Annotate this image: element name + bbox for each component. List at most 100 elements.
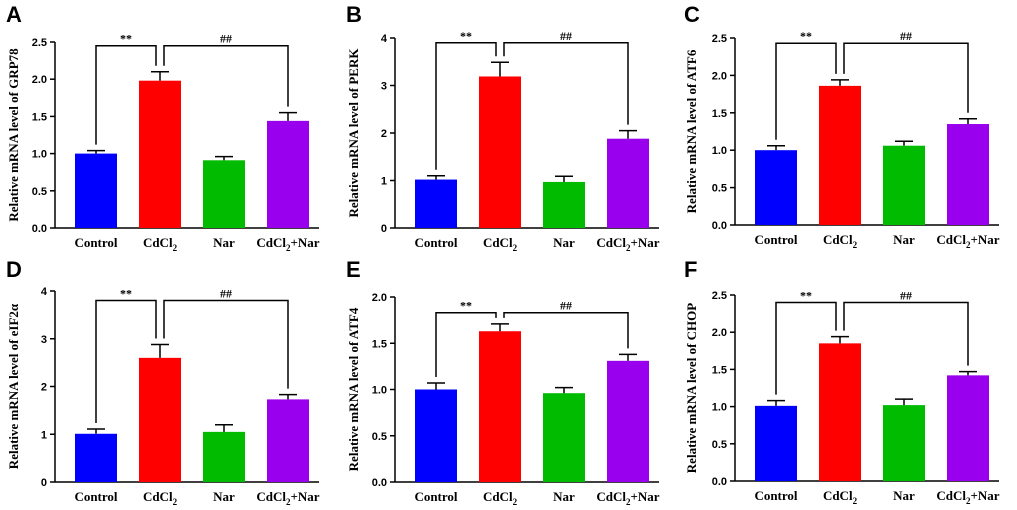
x-tick-label: Control bbox=[414, 235, 457, 250]
x-tick-label-part: CdCl bbox=[823, 488, 853, 503]
panel-b: B Relative mRNA level of PERK 0 1 2 3 4 Control… bbox=[340, 0, 678, 255]
x-tick-label: Control bbox=[414, 489, 457, 504]
x-tick-label-sub: 2 bbox=[513, 243, 518, 253]
x-tick-label: Nar bbox=[553, 235, 575, 250]
x-tick-label-sub: 2 bbox=[853, 496, 858, 506]
y-axis-label: Relative mRNA level of PERK bbox=[346, 48, 361, 218]
y-tick-label: 1.5 bbox=[712, 108, 727, 120]
y-tick-label: 0.0 bbox=[32, 223, 47, 235]
y-axis-label: Relative mRNA level of GRP78 bbox=[6, 48, 21, 222]
y-tick-label: 3 bbox=[41, 334, 47, 346]
x-tick-label: Nar bbox=[553, 489, 575, 504]
panel-letter: C bbox=[684, 2, 700, 27]
significance-label: ## bbox=[560, 299, 572, 313]
x-tick-label-sub: 2 bbox=[173, 497, 178, 507]
significance-bracket bbox=[95, 44, 157, 145]
bar-cdcl2 bbox=[819, 85, 861, 225]
x-tick-label: CdCl2+Nar bbox=[596, 235, 659, 253]
y-tick-label: 1.0 bbox=[712, 402, 727, 414]
bar-cdcl2 bbox=[479, 76, 521, 228]
significance-label: ## bbox=[900, 288, 912, 302]
y-tick-label: 0.0 bbox=[712, 476, 727, 488]
y-tick-label: 2.5 bbox=[712, 290, 727, 302]
significance-bracket bbox=[775, 301, 837, 395]
y-tick-label: 0.5 bbox=[712, 183, 727, 195]
bar-cdcl2-nar bbox=[267, 399, 309, 482]
bar-cdcl2 bbox=[139, 357, 181, 482]
bar-control bbox=[415, 389, 457, 482]
panel-letter: F bbox=[684, 257, 697, 282]
x-tick-label-part: +Nar bbox=[291, 489, 320, 504]
bar-control bbox=[75, 153, 117, 228]
x-tick-label-part: CdCl bbox=[936, 488, 966, 503]
x-tick-label: Nar bbox=[893, 488, 915, 503]
x-tick-label-sub: 2 bbox=[513, 497, 518, 507]
bar-control bbox=[75, 433, 117, 482]
bar-cdcl2-nar bbox=[607, 360, 649, 482]
y-tick-label: 1.0 bbox=[32, 149, 47, 161]
y-tick-label: 0 bbox=[381, 223, 387, 235]
x-tick-label: Control bbox=[754, 488, 797, 503]
panel-c: C Relative mRNA level of ATF6 0.0 0.5 1.0 1.5… bbox=[678, 0, 1016, 255]
y-tick-label: 0.5 bbox=[32, 186, 47, 198]
x-tick-label: CdCl2+Nar bbox=[936, 488, 999, 506]
chart-svg: E Relative mRNA level of ATF4 0.0 0.5 1.0 1.5… bbox=[346, 257, 660, 507]
x-tick-label: Nar bbox=[213, 489, 235, 504]
x-tick-label-sub: 2 bbox=[966, 240, 971, 250]
x-tick-label: Control bbox=[74, 489, 117, 504]
y-tick-label: 4 bbox=[381, 33, 388, 45]
bar-control bbox=[415, 179, 457, 228]
x-tick-label: Nar bbox=[893, 232, 915, 247]
y-tick-label: 2.0 bbox=[712, 70, 727, 82]
significance-bracket bbox=[503, 311, 629, 349]
bar-nar bbox=[543, 181, 585, 228]
y-tick-label: 1.0 bbox=[372, 385, 387, 397]
x-tick-label: CdCl2+Nar bbox=[596, 489, 659, 507]
x-tick-label-part: +Nar bbox=[631, 235, 660, 250]
x-tick-label: CdCl2 bbox=[483, 489, 518, 507]
y-tick-label: 2.5 bbox=[712, 33, 727, 45]
y-tick-label: 1.5 bbox=[712, 364, 727, 376]
y-axis-label: Relative mRNA level of CHOP bbox=[684, 303, 699, 473]
significance-label: ** bbox=[800, 288, 812, 302]
significance-bracket bbox=[775, 42, 837, 140]
x-tick-label: Nar bbox=[213, 235, 235, 250]
significance-bracket bbox=[503, 42, 629, 125]
x-tick-label-sub: 2 bbox=[626, 497, 631, 507]
panel-letter: D bbox=[6, 257, 22, 282]
x-tick-label-sub: 2 bbox=[966, 496, 971, 506]
significance-bracket bbox=[843, 301, 969, 366]
bar-cdcl2-nar bbox=[947, 375, 989, 481]
bar-cdcl2-nar bbox=[607, 138, 649, 228]
bar-cdcl2-nar bbox=[267, 120, 309, 228]
y-tick-label: 2.0 bbox=[372, 292, 387, 304]
x-tick-label-part: CdCl bbox=[596, 235, 626, 250]
panel-letter: B bbox=[346, 2, 362, 27]
x-tick-label: CdCl2 bbox=[823, 232, 858, 250]
x-tick-label: Control bbox=[74, 235, 117, 250]
panel-e: E Relative mRNA level of ATF4 0.0 0.5 1.0 1.5… bbox=[340, 255, 678, 510]
y-tick-label: 1.5 bbox=[32, 111, 47, 123]
bar-control bbox=[755, 405, 797, 481]
y-tick-label: 2.0 bbox=[712, 327, 727, 339]
panel-letter: A bbox=[6, 2, 22, 27]
x-tick-label: CdCl2 bbox=[143, 489, 178, 507]
x-tick-label-part: CdCl bbox=[256, 235, 286, 250]
y-tick-label: 1.5 bbox=[372, 338, 387, 350]
y-tick-label: 3 bbox=[381, 81, 387, 93]
bar-nar bbox=[883, 405, 925, 481]
x-tick-label-part: CdCl bbox=[823, 232, 853, 247]
bar-nar bbox=[203, 431, 245, 482]
x-tick-label: CdCl2 bbox=[143, 235, 178, 253]
chart-svg: B Relative mRNA level of PERK 0 1 2 3 4 Control… bbox=[346, 2, 660, 253]
y-axis-label: Relative mRNA level of ATF4 bbox=[346, 307, 361, 471]
x-tick-label-sub: 2 bbox=[286, 243, 291, 253]
y-tick-label: 1 bbox=[41, 429, 47, 441]
x-tick-label-part: +Nar bbox=[971, 232, 1000, 247]
x-tick-label-sub: 2 bbox=[173, 243, 178, 253]
y-tick-label: 0.5 bbox=[372, 431, 387, 443]
x-tick-label: Control bbox=[754, 232, 797, 247]
x-tick-label-sub: 2 bbox=[286, 497, 291, 507]
y-tick-label: 0.0 bbox=[712, 220, 727, 232]
bar-nar bbox=[543, 393, 585, 482]
